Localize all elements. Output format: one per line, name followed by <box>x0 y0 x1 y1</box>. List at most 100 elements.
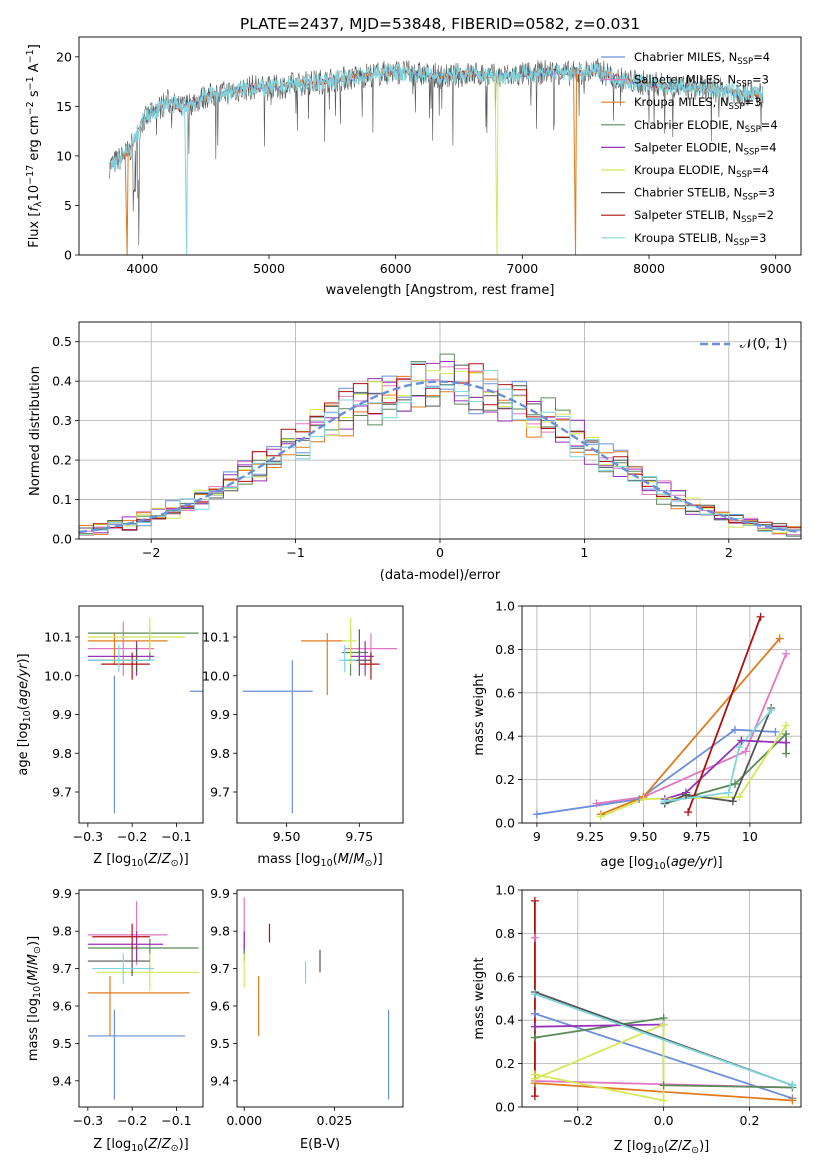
figure-title: PLATE=2437, MJD=53848, FIBERID=0582, z=0… <box>240 15 640 33</box>
weight-line-salpeter_miles <box>596 653 787 805</box>
axes-frame <box>78 36 802 256</box>
weight-marker-kroupa_stelib <box>735 743 744 752</box>
weight-marker-chabrier_elodie <box>659 1081 668 1090</box>
axis-label: age [log10(age/yr)] <box>16 653 33 775</box>
weight-marker-chabrier_elodie <box>730 779 739 788</box>
axes-frame <box>78 321 802 540</box>
y-tick-label: 9.4 <box>52 1073 72 1088</box>
weight-line-kroupa_stelib <box>534 993 793 1087</box>
y-tick-label: 10.0 <box>202 668 230 683</box>
weight-marker-chabrier_miles <box>532 810 541 819</box>
x-tick-label: 4000 <box>126 261 158 276</box>
weight-line-salpeter_elodie <box>664 739 787 800</box>
axes-frame <box>521 605 802 824</box>
x-tick-label: 7000 <box>506 261 538 276</box>
plot-area <box>87 617 203 814</box>
x-tick-label: 0.0 <box>654 1113 674 1128</box>
y-tick-label: 15 <box>56 99 72 114</box>
y-tick-label: 0.0 <box>52 532 72 547</box>
x-tick-label: −0.1 <box>161 829 191 844</box>
y-tick-label: 5 <box>64 198 72 213</box>
model-drop <box>124 152 129 255</box>
weight-marker-kroupa_elodie <box>639 795 648 804</box>
legend-label: Kroupa STELIB, NSSP=3 <box>634 231 766 248</box>
x-tick-label: 9 <box>533 829 541 844</box>
y-tick-label: 0.4 <box>52 374 72 389</box>
y-tick-label: 9.5 <box>210 1036 230 1051</box>
x-tick-label: 10 <box>742 829 758 844</box>
weight-marker-salpeter_elodie <box>737 736 746 745</box>
y-tick-label: 20 <box>56 49 72 64</box>
x-tick-label: −0.2 <box>563 1113 593 1128</box>
weight-marker-kroupa_elodie <box>782 721 791 730</box>
axes-age_vs_z: −0.3 −0.2 −0.1 9.7 9.8 9.9 10.0 10.1 Z [log10(Z/… <box>16 605 204 869</box>
y-tick-label: 10.0 <box>44 668 72 683</box>
x-tick-label: 0 <box>436 545 444 560</box>
y-tick-label: 0.1 <box>52 492 72 507</box>
y-tick-label: 9.9 <box>52 707 72 722</box>
axes-frame <box>78 605 204 824</box>
y-tick-label: 1.0 <box>495 883 515 898</box>
x-tick-label: 9000 <box>760 261 792 276</box>
legend-label: Salpeter STELIB, NSSP=2 <box>634 208 774 225</box>
weight-line-salpeter_elodie <box>534 1023 664 1028</box>
y-tick-label: 10.1 <box>44 630 72 645</box>
axes-residuals: −2 −1 0 1 2 0.0 0.1 0.2 0.3 0.4 0.5 (data-model)/er… <box>28 321 802 583</box>
histogram-salpeter_elodie <box>79 361 801 536</box>
weight-marker-salpeter_stelib <box>684 808 693 817</box>
axes-mass_vs_z: −0.3 −0.2 −0.1 9.4 9.5 9.6 9.7 9.8 9.9 Z [log10(Z… <box>26 886 204 1154</box>
y-tick-label: 10 <box>56 148 72 163</box>
legend-label: 𝒩(0, 1) <box>740 337 787 352</box>
weight-marker-kroupa_miles <box>775 634 784 643</box>
y-tick-label: 9.8 <box>210 746 230 761</box>
weight-marker-kroupa_stelib <box>724 788 733 797</box>
axes-frame <box>236 605 404 824</box>
y-tick-label: 9.8 <box>52 924 72 939</box>
y-tick-label: 9.8 <box>52 746 72 761</box>
x-tick-label: 9.50 <box>629 829 657 844</box>
y-tick-label: 0.2 <box>495 1056 515 1071</box>
y-tick-label: 9.6 <box>210 998 230 1013</box>
weight-marker-kroupa_stelib <box>767 706 776 715</box>
axes-mass_vs_ebv: 0.000 0.025 9.4 9.5 9.6 9.7 9.8 9.9 E(B-V) <box>210 886 404 1152</box>
x-tick-label: −0.2 <box>117 829 147 844</box>
y-tick-label: 0.4 <box>495 1013 515 1028</box>
plot-area <box>242 617 398 814</box>
y-tick-label: 9.9 <box>52 886 72 901</box>
histogram-kroupa_stelib <box>79 362 801 535</box>
weight-marker-chabrier_miles <box>730 725 739 734</box>
y-tick-label: 0.5 <box>52 334 72 349</box>
x-tick-label: −1 <box>286 545 304 560</box>
weight-marker-salpeter_miles <box>741 747 750 756</box>
weight-marker-salpeter_stelib <box>530 1092 539 1101</box>
axes-frame <box>521 889 802 1108</box>
plot-area <box>87 901 199 1100</box>
y-tick-label: 9.8 <box>210 924 230 939</box>
axes-age_vs_mass: 9.50 9.75 9.7 9.8 9.9 10.0 10.1 mass [log10(M/M… <box>202 605 404 869</box>
y-tick-label: 9.9 <box>210 707 230 722</box>
y-axis-label: mass weight <box>472 673 487 755</box>
histogram-chabrier_stelib <box>79 364 801 532</box>
weight-line-kroupa_elodie <box>534 1023 665 1102</box>
legend-label: Chabrier MILES, NSSP=4 <box>634 50 770 67</box>
y-tick-label: 9.7 <box>210 961 230 976</box>
y-tick-label: 0.0 <box>495 816 515 831</box>
axis-label: Z [log10(Z/Z⊙)] <box>614 1139 709 1156</box>
x-tick-label: −0.3 <box>73 829 103 844</box>
y-axis-label: Normed distribution <box>28 366 43 496</box>
axis-label: E(B-V) <box>300 1137 340 1152</box>
x-tick-label: 0.025 <box>317 1113 353 1128</box>
axis-label: Flux [fλ10−17 erg cm−2 s−1 A−1] <box>25 44 44 248</box>
weight-marker-chabrier_elodie <box>530 1033 539 1042</box>
weight-line-kroupa_stelib <box>664 709 772 803</box>
weight-marker-chabrier_elodie <box>782 749 791 758</box>
axis-label: Z [log10(Z/Z⊙)] <box>93 852 188 869</box>
plots-layer: 4000 5000 6000 7000 8000 900005101520waveleng… <box>16 36 802 1156</box>
weight-line-chabrier_miles <box>536 728 776 816</box>
weight-marker-chabrier_miles <box>771 727 780 736</box>
y-tick-label: 0.6 <box>495 969 515 984</box>
weight-marker-kroupa_miles <box>788 1096 797 1105</box>
legend: Chabrier MILES, NSSP=4 Salpeter MILES, NS… <box>601 50 778 248</box>
legend-label: Kroupa ELODIE, NSSP=4 <box>634 163 769 180</box>
y-tick-label: 0.2 <box>52 453 72 468</box>
